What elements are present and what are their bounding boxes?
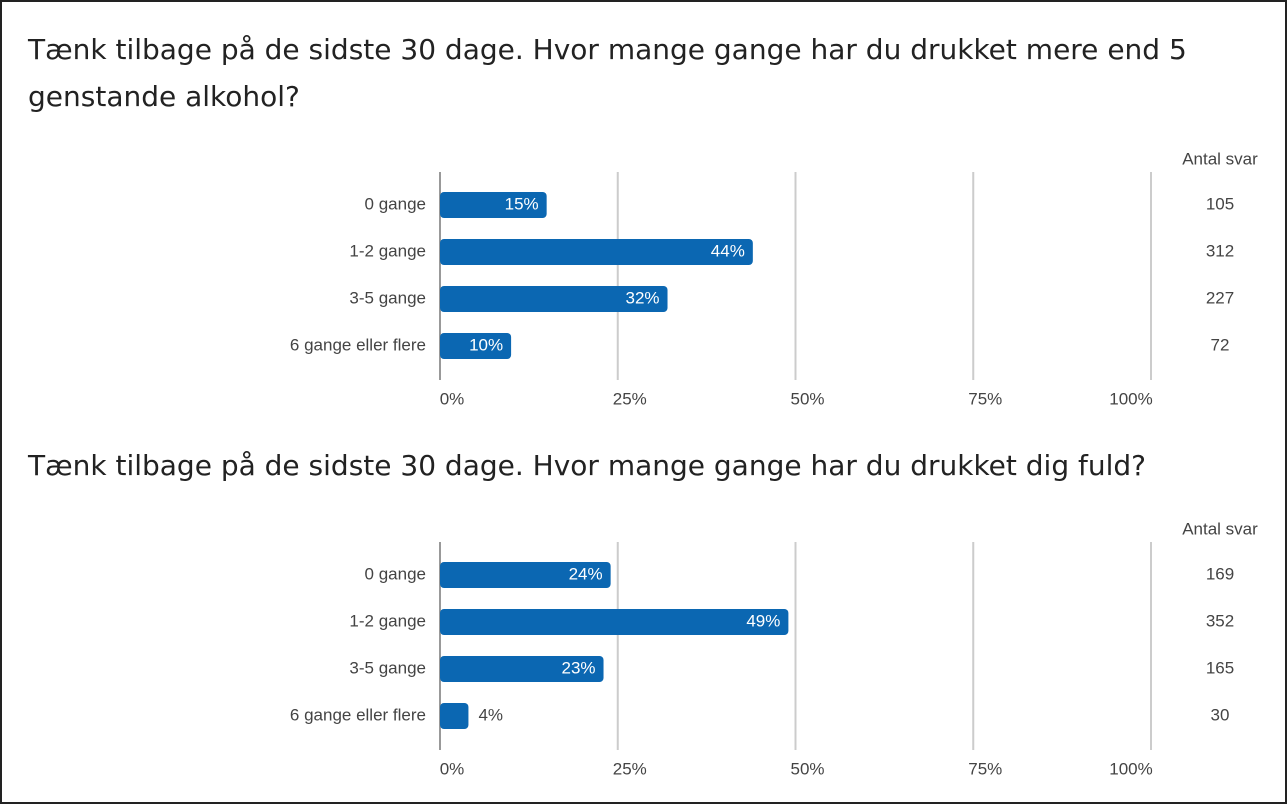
x-tick-label: 100% <box>1109 759 1152 778</box>
value-label: 24% <box>569 564 603 583</box>
value-label: 49% <box>746 611 780 630</box>
chart: 0% 25% 50% 75% 100% Antal svar 0 gange 24% 169 1-… <box>290 519 1258 778</box>
count-label: 312 <box>1206 241 1234 260</box>
category-label: 0 gange <box>365 564 426 583</box>
value-label: 44% <box>711 241 745 260</box>
x-tick-label: 50% <box>790 389 824 408</box>
count-label: 169 <box>1206 564 1234 583</box>
count-label: 227 <box>1206 288 1234 307</box>
category-label: 3-5 gange <box>349 288 426 307</box>
chart-title: Tænk tilbage på de sidste 30 dage. Hvor … <box>28 33 1187 113</box>
x-tick-label: 75% <box>968 759 1002 778</box>
chart-title: Tænk tilbage på de sidste 30 dage. Hvor … <box>28 449 1147 482</box>
chart: 0% 25% 50% 75% 100% Antal svar 0 gange 15% 105 1-… <box>290 149 1258 408</box>
x-tick-label: 100% <box>1109 389 1152 408</box>
value-label: 10% <box>469 335 503 354</box>
bar <box>440 333 512 359</box>
bar <box>440 609 789 635</box>
value-label: 4% <box>478 705 503 724</box>
x-tick-label: 50% <box>790 759 824 778</box>
count-label: 72 <box>1211 335 1230 354</box>
x-tick-label: 25% <box>613 759 647 778</box>
bar <box>440 703 469 729</box>
value-label: 15% <box>505 194 539 213</box>
value-label: 23% <box>561 658 595 677</box>
bar <box>440 192 547 218</box>
x-tick-label: 0% <box>440 759 465 778</box>
category-label: 6 gange eller flere <box>290 705 426 724</box>
x-tick-label: 0% <box>440 389 465 408</box>
value-label: 32% <box>625 288 659 307</box>
x-tick-label: 75% <box>968 389 1002 408</box>
bar <box>440 656 604 682</box>
count-label: 30 <box>1211 705 1230 724</box>
count-label: 105 <box>1206 194 1234 213</box>
counts-header: Antal svar <box>1182 149 1258 168</box>
category-label: 0 gange <box>365 194 426 213</box>
bar <box>440 562 611 588</box>
count-label: 352 <box>1206 611 1234 630</box>
count-label: 165 <box>1206 658 1234 677</box>
counts-header: Antal svar <box>1182 519 1258 538</box>
category-label: 1-2 gange <box>349 241 426 260</box>
category-label: 3-5 gange <box>349 658 426 677</box>
bar <box>440 286 668 312</box>
category-label: 1-2 gange <box>349 611 426 630</box>
x-tick-label: 25% <box>613 389 647 408</box>
category-label: 6 gange eller flere <box>290 335 426 354</box>
bar <box>440 239 753 265</box>
